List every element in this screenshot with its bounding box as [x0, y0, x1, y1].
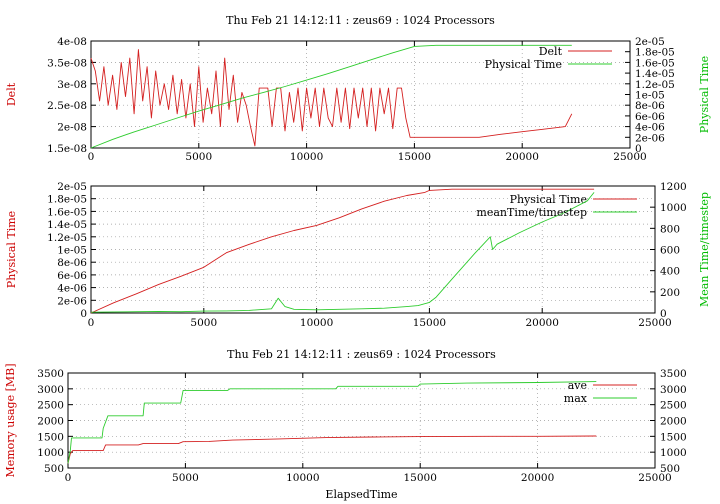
y2-tick-label: 2000 [660, 416, 687, 428]
y2-tick-label: 2e-06 [635, 132, 665, 144]
y-tick-label: 0 [80, 308, 87, 320]
x-tick-label: 15000 [413, 317, 446, 329]
x-tick-label: 5000 [172, 472, 199, 484]
y2-tick-label: 6e-06 [635, 111, 665, 123]
y2-tick-label: 1500 [660, 431, 687, 443]
y2-axis-label: Mean Time/timestep [698, 192, 711, 307]
y-tick-label: 1.2e-05 [47, 232, 87, 244]
y-tick-label: 1.5e-08 [47, 143, 87, 155]
y-tick-label: 2000 [37, 416, 64, 428]
legend-label: Physical Time [510, 193, 587, 206]
x-tick-label: 10000 [286, 472, 319, 484]
y-tick-label: 3.5e-08 [47, 57, 87, 69]
y2-tick-label: 1.2e-05 [635, 79, 675, 91]
y-tick-label: 3e-08 [57, 79, 87, 91]
y-tick-label: 1.4e-05 [47, 219, 87, 231]
series-line-max [67, 381, 597, 464]
y-tick-label: 8e-06 [57, 257, 87, 269]
y2-tick-label: 8e-06 [635, 100, 665, 112]
chart-title: Thu Feb 21 14:12:11 : zeus69 : 1024 Proc… [226, 14, 495, 27]
y-tick-label: 1.6e-05 [47, 206, 87, 218]
x-tick-label: 0 [88, 317, 95, 329]
y-tick-label: 1e-05 [57, 245, 87, 257]
x-tick-label: 20000 [505, 151, 538, 163]
x-tick-label: 10000 [300, 317, 333, 329]
legend-label: max [564, 392, 588, 405]
chart-title: Thu Feb 21 14:12:11 : zeus69 : 1024 Proc… [227, 348, 496, 361]
y-axis-label: Memory usage [MB] [4, 363, 17, 477]
x-tick-label: 0 [88, 151, 95, 163]
y2-tick-label: 1000 [660, 202, 687, 214]
y-tick-label: 4e-08 [57, 36, 87, 48]
y2-tick-label: 1000 [660, 447, 687, 459]
y-tick-label: 3000 [37, 384, 64, 396]
x-tick-label: 25000 [613, 151, 646, 163]
y-tick-label: 500 [44, 463, 64, 475]
series-line-physical-time [90, 44, 572, 149]
y2-tick-label: 1200 [660, 181, 687, 193]
legend-label: meanTime/timestep [476, 206, 587, 219]
series-line-meantime-timestep [90, 192, 595, 313]
y-tick-label: 2.5e-08 [47, 100, 87, 112]
x-tick-label: 20000 [521, 472, 554, 484]
legend-label: Physical Time [485, 58, 562, 71]
y-tick-label: 1000 [37, 447, 64, 459]
y2-tick-label: 4e-06 [635, 122, 665, 134]
y2-tick-label: 500 [660, 463, 680, 475]
x-tick-label: 5000 [185, 151, 212, 163]
y-tick-label: 2500 [37, 400, 64, 412]
x-tick-label: 15000 [398, 151, 431, 163]
x-tick-label: 20000 [525, 317, 558, 329]
y-tick-label: 1500 [37, 431, 64, 443]
y2-tick-label: 3500 [660, 368, 687, 380]
y2-tick-label: 800 [660, 223, 680, 235]
x-tick-label: 10000 [290, 151, 323, 163]
series-line-physical-time [90, 188, 595, 314]
x-tick-label: 0 [65, 472, 72, 484]
y2-tick-label: 2500 [660, 400, 687, 412]
y2-tick-label: 0 [660, 308, 667, 320]
x-tick-label: 25000 [638, 317, 671, 329]
y-tick-label: 3500 [37, 368, 64, 380]
y2-tick-label: 400 [660, 266, 680, 278]
y2-tick-label: 1.6e-05 [635, 57, 675, 69]
y2-tick-label: 600 [660, 245, 680, 257]
y2-tick-label: 1.4e-05 [635, 68, 675, 80]
y-tick-label: 4e-06 [57, 283, 87, 295]
legend-label: Delt [539, 45, 563, 58]
y-axis-label: Physical Time [5, 211, 18, 288]
y2-tick-label: 1e-05 [635, 90, 665, 102]
series-line-ave [67, 435, 597, 464]
x-tick-label: 25000 [638, 472, 671, 484]
series-line-delt [90, 49, 573, 147]
y2-tick-label: 200 [660, 287, 680, 299]
y-tick-label: 2e-05 [57, 181, 87, 193]
x-tick-label: 15000 [403, 472, 436, 484]
x-tick-label: 5000 [190, 317, 217, 329]
y-axis-label: Delt [5, 82, 18, 106]
x-axis-label: ElapsedTime [325, 488, 397, 501]
y2-tick-label: 3000 [660, 384, 687, 396]
y2-tick-label: 2e-05 [635, 36, 665, 48]
legend-label: ave [568, 379, 587, 392]
y-tick-label: 2e-06 [57, 295, 87, 307]
y2-tick-label: 1.8e-05 [635, 47, 675, 59]
y-tick-label: 1.8e-05 [47, 194, 87, 206]
y2-tick-label: 0 [635, 143, 642, 155]
y-tick-label: 6e-06 [57, 270, 87, 282]
y2-axis-label: Physical Time [698, 56, 711, 133]
y-tick-label: 2e-08 [57, 122, 87, 134]
